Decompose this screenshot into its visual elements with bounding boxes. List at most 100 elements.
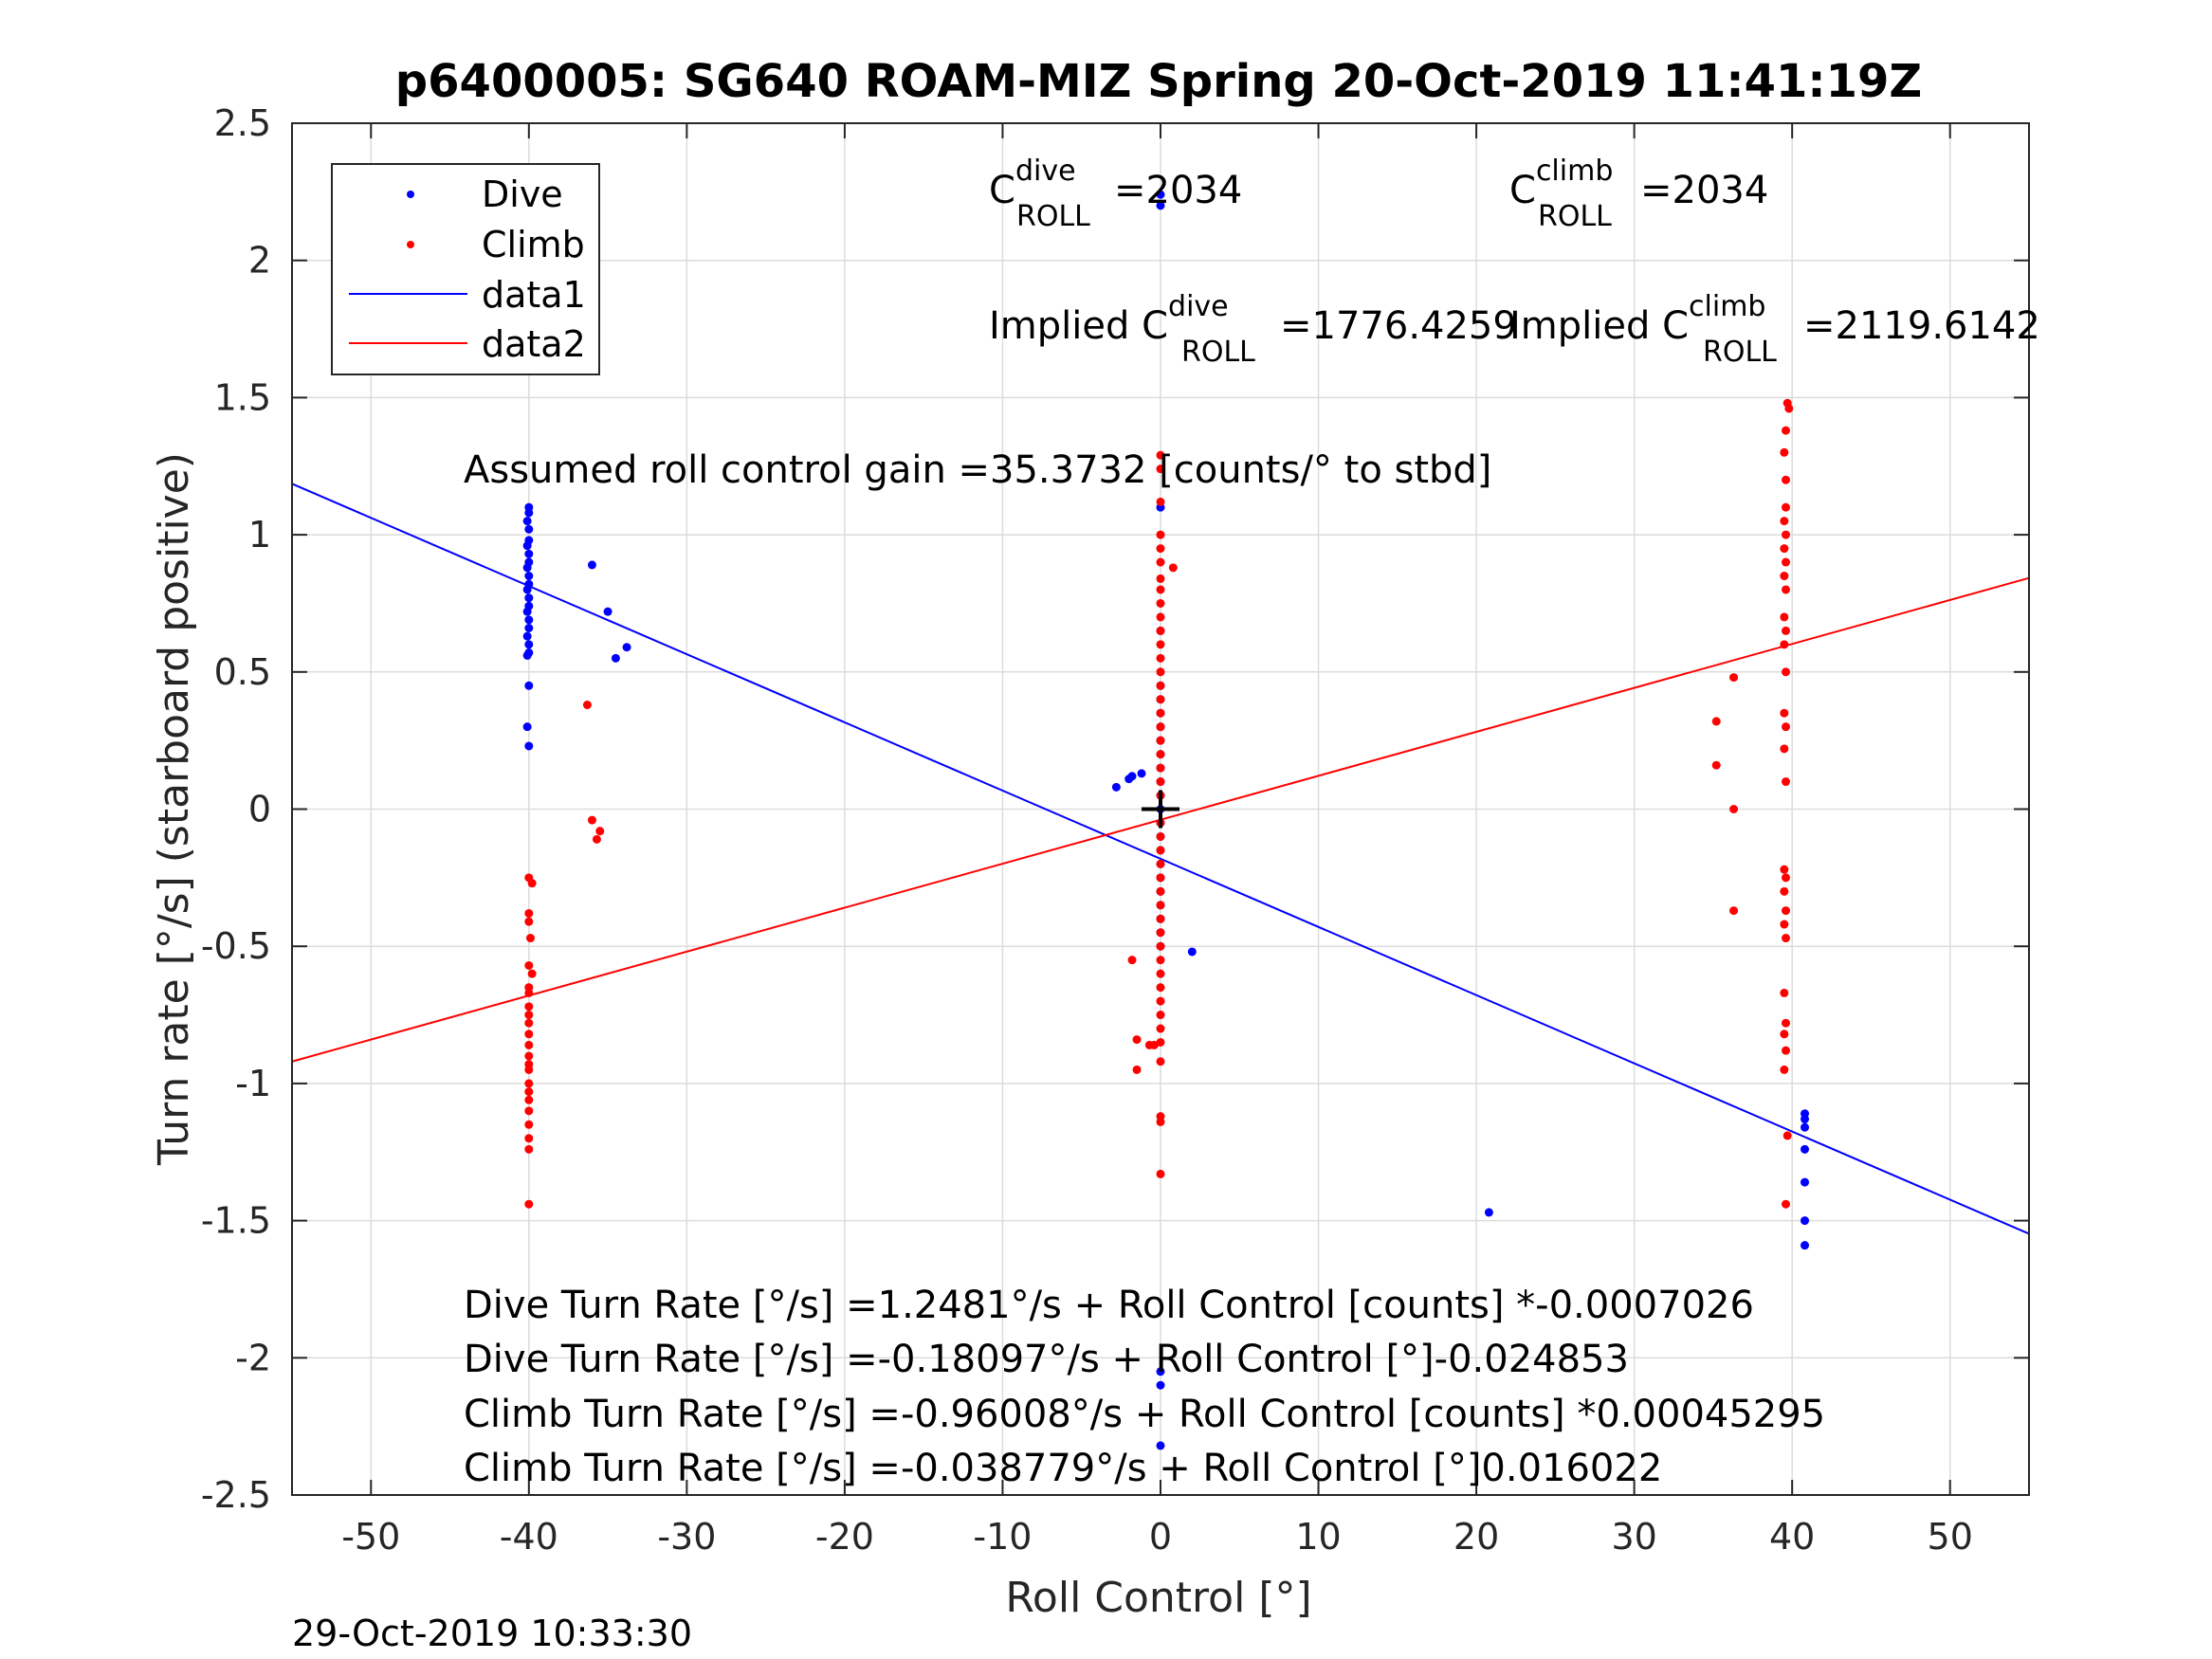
dive-point xyxy=(1127,772,1137,781)
climb-point xyxy=(1782,667,1791,677)
climb-point xyxy=(1782,475,1791,484)
climb-point xyxy=(1156,722,1165,732)
climb-point xyxy=(524,1065,534,1074)
climb-point xyxy=(524,1030,534,1039)
climb-point xyxy=(527,879,537,888)
climb-point xyxy=(524,1120,534,1129)
x-tick-label: 0 xyxy=(1149,1516,1172,1558)
equation-dive-counts: Dive Turn Rate [°/s] =1.2481°/s + Roll C… xyxy=(464,1284,1754,1327)
climb-point xyxy=(527,969,537,978)
climb-point xyxy=(1782,585,1791,594)
climb-point xyxy=(1782,502,1791,512)
climb-point xyxy=(1156,777,1165,787)
climb-point xyxy=(1780,1065,1789,1074)
climb-point xyxy=(1780,612,1789,622)
climb-point xyxy=(524,1134,534,1143)
fit-line-data1 xyxy=(291,483,2030,1235)
climb-point xyxy=(524,960,534,970)
y-tick-label: -1.5 xyxy=(201,1200,271,1242)
dive-point xyxy=(622,643,631,652)
equation-climb-counts: Climb Turn Rate [°/s] =-0.96008°/s + Rol… xyxy=(464,1393,1825,1436)
climb-point xyxy=(1156,831,1165,841)
dive-point xyxy=(524,593,534,603)
climb-point xyxy=(1782,426,1791,435)
x-tick-label: 20 xyxy=(1453,1516,1499,1558)
chart-title: p6400005: SG640 ROAM-MIZ Spring 20-Oct-2… xyxy=(395,55,1922,108)
climb-point xyxy=(524,1199,534,1209)
climb-point xyxy=(1782,906,1791,916)
dive-point xyxy=(1156,1367,1165,1376)
climb-point xyxy=(1729,805,1739,813)
climb-point xyxy=(1156,1057,1165,1066)
climb-point xyxy=(524,988,534,997)
dive-point xyxy=(524,640,534,649)
dive-point xyxy=(1484,1208,1493,1217)
legend-dive-marker xyxy=(407,191,414,198)
x-tick-label: -40 xyxy=(500,1516,558,1558)
climb-point xyxy=(1782,934,1791,943)
legend-data1-label: data1 xyxy=(482,274,586,316)
climb-point xyxy=(1156,681,1165,690)
climb-point xyxy=(1156,574,1165,583)
dive-point xyxy=(524,623,534,632)
dive-point xyxy=(522,585,532,594)
legend-climb-label: Climb xyxy=(482,224,585,265)
y-axis-label: Turn rate [°/s] (starboard positive) xyxy=(150,452,198,1166)
climb-point xyxy=(1780,886,1789,896)
climb-point xyxy=(1156,585,1165,594)
climb-point xyxy=(1711,717,1721,726)
dive-point xyxy=(611,653,620,663)
climb-point xyxy=(1780,988,1789,997)
c-climb-annotation: Cclimb ROLL=2034 xyxy=(1509,155,1768,233)
dive-point xyxy=(522,722,532,732)
x-tick-labels: -50 -40 -30 -20 -10 0 10 20 30 40 50 xyxy=(341,1516,1973,1558)
y-tick-label: 1 xyxy=(248,514,271,556)
dive-point xyxy=(1187,947,1197,957)
x-axis-label: Roll Control [°] xyxy=(1005,1574,1311,1622)
climb-point xyxy=(1780,865,1789,874)
x-tick-label: -20 xyxy=(815,1516,874,1558)
climb-point xyxy=(524,1011,534,1020)
climb-point xyxy=(1782,873,1791,883)
climb-point xyxy=(1784,404,1794,413)
climb-point xyxy=(1156,1011,1165,1020)
climb-point xyxy=(525,934,535,943)
dive-point xyxy=(1137,769,1146,778)
dive-point xyxy=(587,560,596,570)
climb-point xyxy=(1156,708,1165,718)
climb-point xyxy=(1156,901,1165,910)
climb-point xyxy=(1156,886,1165,896)
y-tick-label: 0.5 xyxy=(214,651,271,693)
climb-point xyxy=(524,1051,534,1061)
dive-point xyxy=(524,615,534,625)
climb-point xyxy=(1156,450,1165,460)
x-tick-label: 30 xyxy=(1611,1516,1656,1558)
climb-point xyxy=(1780,517,1789,526)
dive-point xyxy=(1156,201,1165,210)
climb-point xyxy=(1780,708,1789,718)
climb-point xyxy=(1156,1024,1165,1033)
climb-point xyxy=(1782,1199,1791,1209)
dive-point xyxy=(524,681,534,690)
climb-point xyxy=(1127,956,1137,965)
dive-point xyxy=(1156,1441,1165,1450)
dive-point xyxy=(522,541,532,551)
climb-point xyxy=(1780,920,1789,929)
climb-point xyxy=(1156,763,1165,773)
timestamp: 29-Oct-2019 10:33:30 xyxy=(292,1613,692,1654)
climb-point xyxy=(1729,906,1739,916)
climb-point xyxy=(524,1095,534,1104)
climb-point xyxy=(1156,612,1165,622)
climb-point xyxy=(582,701,592,710)
dive-point xyxy=(1156,190,1165,199)
y-tick-label: -2.5 xyxy=(201,1474,271,1516)
climb-point xyxy=(1156,859,1165,868)
climb-point xyxy=(1149,1040,1159,1049)
dive-point xyxy=(522,631,532,641)
climb-point xyxy=(1156,626,1165,635)
y-tick-label: -2 xyxy=(235,1337,271,1378)
climb-point xyxy=(1156,557,1165,567)
legend: Dive Climb data1 data2 xyxy=(331,163,600,375)
climb-point xyxy=(1156,653,1165,663)
y-tick-labels: -2.5 -2 -1.5 -1 -0.5 0 0.5 1 1.5 2 2.5 xyxy=(201,102,271,1516)
